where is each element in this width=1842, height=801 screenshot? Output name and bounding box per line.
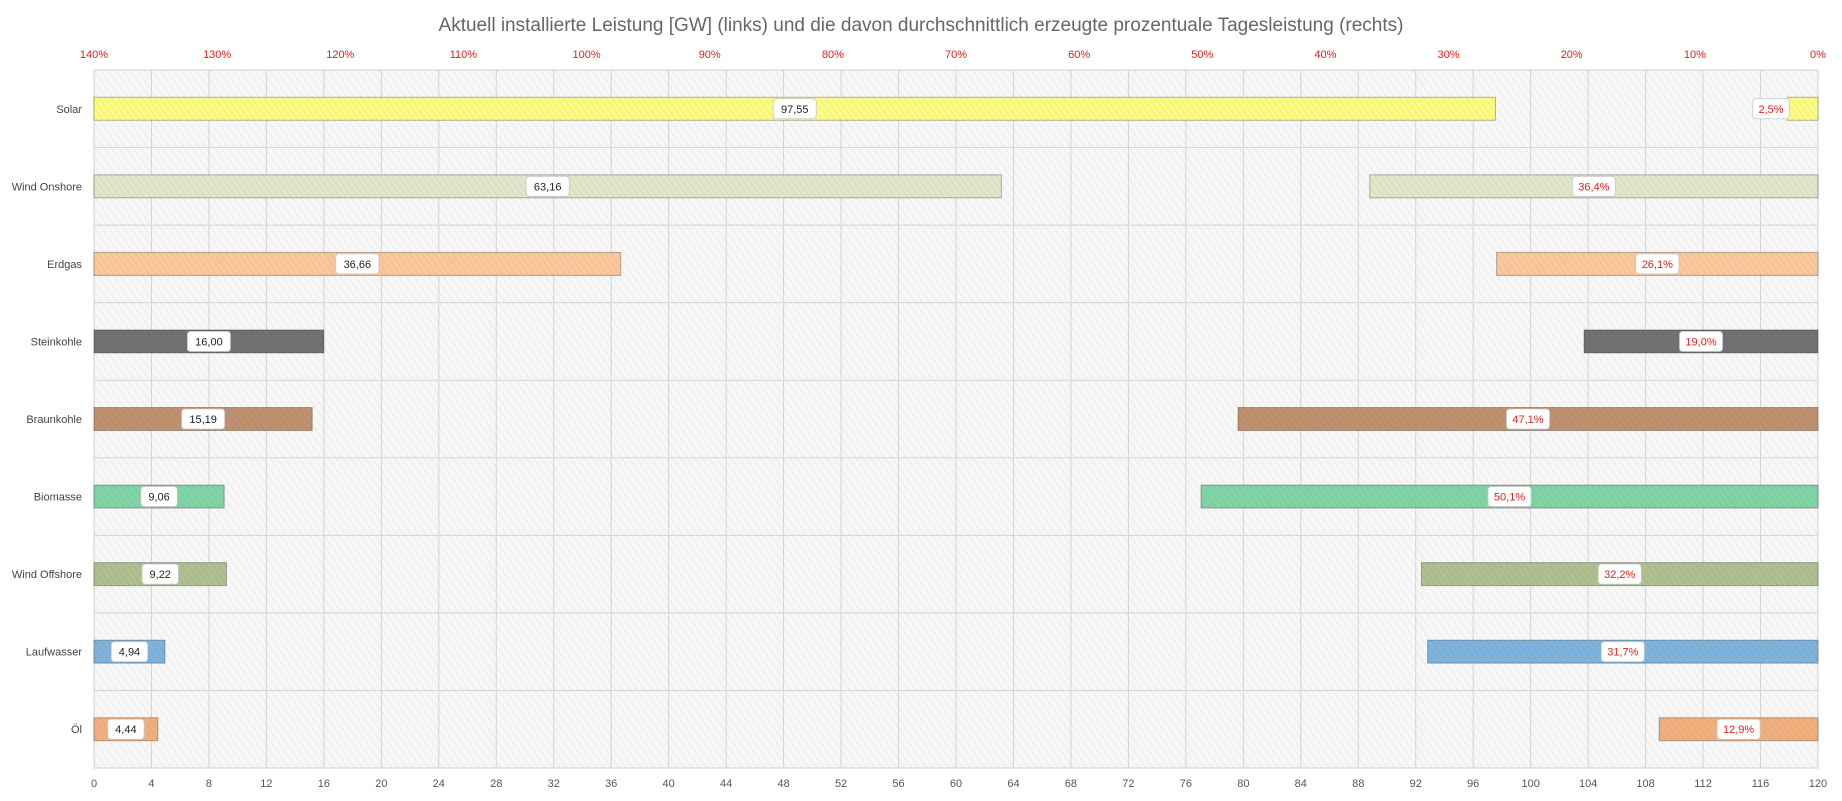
bottom-tick-label: 28 — [490, 778, 502, 790]
data-label-percentage: 19,0% — [1685, 336, 1716, 348]
chart-title: Aktuell installierte Leistung [GW] (link… — [439, 15, 1404, 36]
top-tick-label: 0% — [1810, 49, 1826, 61]
data-label-capacity: 36,66 — [344, 259, 372, 271]
category-label: Öl — [71, 724, 82, 736]
category-label: Biomasse — [34, 492, 82, 504]
top-tick-label: 10% — [1684, 49, 1706, 61]
bottom-tick-label: 76 — [1180, 778, 1192, 790]
bottom-tick-label: 68 — [1065, 778, 1077, 790]
data-label-percentage-box — [1487, 486, 1532, 507]
category-label: Wind Offshore — [12, 569, 82, 581]
data-label-percentage-box — [1597, 563, 1642, 585]
bottom-tick-label: 12 — [260, 778, 272, 790]
data-label-capacity-box — [772, 98, 817, 120]
bottom-tick-label: 44 — [720, 778, 732, 790]
data-label-capacity-box — [110, 641, 149, 663]
bottom-tick-label: 72 — [1122, 778, 1134, 790]
top-tick-label: 80% — [822, 49, 844, 61]
bottom-tick-label: 48 — [777, 778, 789, 790]
data-label-percentage: 36,4% — [1578, 181, 1609, 193]
data-label-percentage: 50,1% — [1494, 492, 1525, 504]
top-tick-label: 40% — [1314, 49, 1336, 61]
data-label-capacity-box — [141, 563, 179, 585]
data-label-capacity: 15,19 — [189, 414, 217, 426]
category-label: Laufwasser — [26, 647, 83, 659]
bar-percentage-texture — [1787, 97, 1818, 121]
bottom-tick-label: 36 — [605, 778, 617, 790]
top-tick-label: 130% — [203, 49, 231, 61]
top-tick-label: 20% — [1561, 49, 1583, 61]
bottom-tick-label: 60 — [950, 778, 962, 790]
bottom-tick-label: 56 — [892, 778, 904, 790]
data-label-percentage-box — [1716, 718, 1761, 740]
data-label-capacity-box — [181, 408, 226, 430]
bottom-tick-label: 0 — [91, 778, 97, 790]
bottom-tick-label: 4 — [148, 778, 154, 790]
data-label-percentage-box — [1571, 175, 1616, 197]
category-label: Wind Onshore — [12, 181, 82, 193]
bottom-tick-label: 64 — [1007, 778, 1019, 790]
data-label-percentage-box — [1752, 98, 1790, 120]
data-label-capacity-box — [140, 486, 178, 507]
bottom-tick-label: 40 — [663, 778, 675, 790]
data-label-capacity-box — [107, 718, 145, 740]
bottom-tick-label: 108 — [1636, 778, 1654, 790]
bottom-tick-label: 84 — [1295, 778, 1307, 790]
data-label-percentage-box — [1600, 641, 1645, 663]
data-label-capacity: 63,16 — [534, 181, 562, 193]
data-label-capacity: 4,44 — [115, 724, 136, 736]
top-tick-label: 120% — [326, 49, 354, 61]
top-tick-label: 140% — [80, 49, 108, 61]
bottom-tick-label: 96 — [1467, 778, 1479, 790]
category-label: Steinkohle — [31, 336, 82, 348]
bottom-tick-label: 8 — [206, 778, 212, 790]
data-label-capacity-box — [335, 253, 380, 275]
data-label-percentage: 32,2% — [1604, 569, 1635, 581]
category-label: Solar — [56, 104, 82, 116]
bottom-tick-label: 112 — [1694, 778, 1712, 790]
bottom-tick-label: 104 — [1579, 778, 1597, 790]
data-label-capacity: 9,06 — [148, 492, 169, 504]
data-label-capacity-box — [525, 175, 570, 197]
data-label-percentage-box — [1635, 253, 1680, 275]
bottom-tick-label: 100 — [1521, 778, 1539, 790]
bottom-tick-label: 120 — [1809, 778, 1827, 790]
bottom-tick-label: 52 — [835, 778, 847, 790]
bottom-tick-label: 116 — [1752, 778, 1770, 790]
data-label-percentage: 12,9% — [1723, 724, 1754, 736]
category-label: Braunkohle — [26, 414, 82, 426]
data-label-capacity: 16,00 — [195, 336, 223, 348]
top-tick-label: 90% — [699, 49, 721, 61]
data-label-capacity: 9,22 — [150, 569, 171, 581]
data-label-percentage: 47,1% — [1512, 414, 1543, 426]
bottom-tick-label: 24 — [433, 778, 445, 790]
data-label-capacity: 97,55 — [781, 104, 809, 116]
category-label: Erdgas — [47, 259, 82, 271]
data-label-percentage: 2,5% — [1758, 104, 1783, 116]
bottom-tick-label: 92 — [1410, 778, 1422, 790]
top-tick-label: 110% — [450, 49, 478, 61]
bottom-tick-label: 88 — [1352, 778, 1364, 790]
data-label-capacity: 4,94 — [119, 647, 140, 659]
top-tick-label: 70% — [945, 49, 967, 61]
data-label-percentage-box — [1506, 408, 1550, 430]
data-label-capacity-box — [187, 331, 231, 352]
data-label-percentage: 26,1% — [1642, 259, 1673, 271]
bottom-tick-label: 32 — [548, 778, 560, 790]
data-label-percentage: 31,7% — [1607, 647, 1638, 659]
top-tick-label: 50% — [1191, 49, 1213, 61]
top-tick-label: 60% — [1068, 49, 1090, 61]
bottom-tick-label: 80 — [1237, 778, 1249, 790]
bottom-tick-label: 16 — [318, 778, 330, 790]
top-tick-label: 30% — [1438, 49, 1460, 61]
top-tick-label: 100% — [573, 49, 601, 61]
data-label-percentage-box — [1679, 331, 1723, 352]
bottom-tick-label: 20 — [375, 778, 387, 790]
